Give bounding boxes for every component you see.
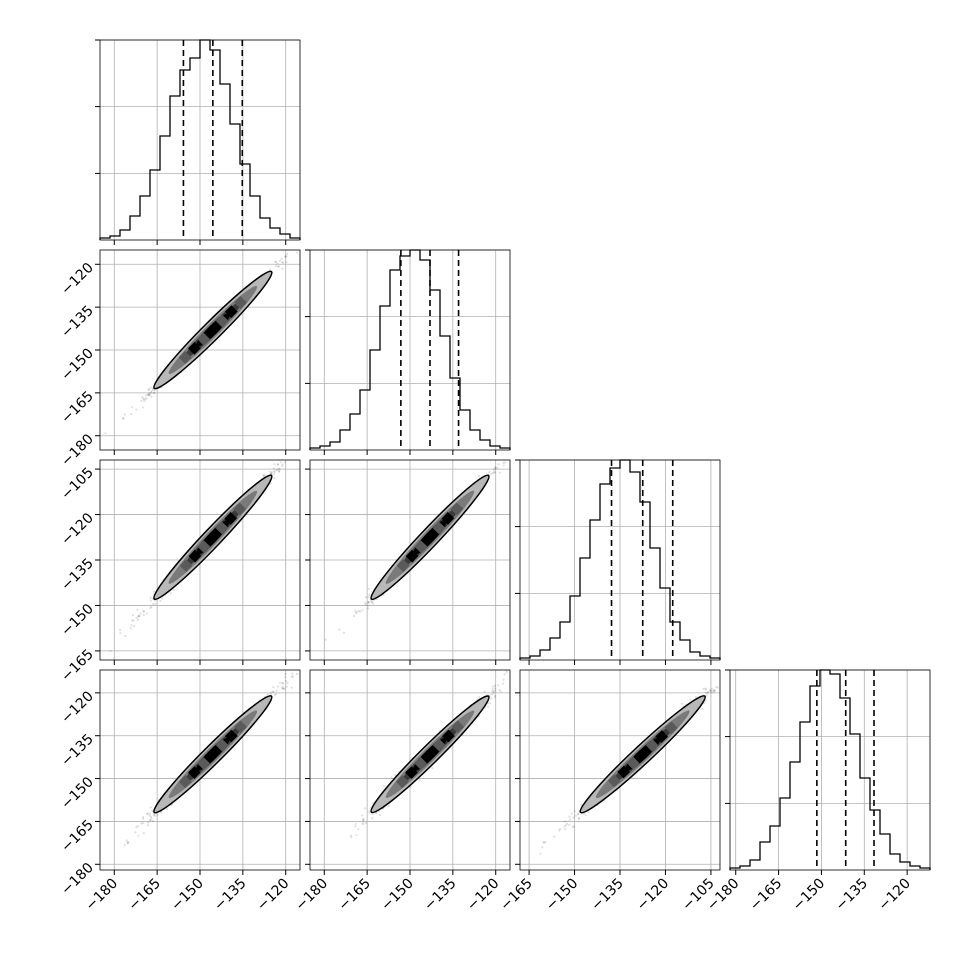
x-tick-label: −150 [168,876,207,915]
density-ellipse-2-1 [370,474,490,601]
x-tick-label: −150 [790,876,829,915]
x-tick-label: −120 [464,876,503,915]
density-ellipse-2-0 [153,474,273,601]
x-tick-label: −165 [497,876,536,915]
x-tick-label: −165 [335,876,374,915]
x-tick-label: −165 [747,876,786,915]
x-tick-label: −135 [211,876,250,915]
x-tick-label: −135 [588,876,627,915]
y-tick-label: −120 [58,260,97,299]
x-tick-label: −150 [378,876,417,915]
x-tick-label: −135 [833,876,872,915]
y-tick-label: −180 [58,431,97,470]
histogram-2 [519,459,721,660]
x-tick-label: −120 [254,876,293,915]
density-ellipse-3-0 [153,695,273,814]
density-ellipse-1-0 [153,270,273,390]
x-tick-label: −150 [543,876,582,915]
y-tick-label: −105 [58,465,97,504]
density-ellipse-3-2 [579,695,706,814]
x-tick-label: −120 [634,876,673,915]
y-tick-label: −150 [58,601,97,640]
y-tick-label: −135 [58,731,97,770]
y-tick-label: −120 [58,688,97,727]
x-tick-label: −120 [875,876,914,915]
panel-diag-3 [729,669,931,871]
histogram-0 [99,39,301,240]
y-tick-label: −135 [58,303,97,342]
x-tick-label: −165 [125,876,164,915]
y-tick-label: −120 [58,510,97,549]
y-tick-label: −165 [58,817,97,856]
y-tick-label: −180 [58,860,97,899]
y-tick-label: −150 [58,346,97,385]
y-tick-label: −135 [58,556,97,595]
x-tick-label: −135 [421,876,460,915]
y-tick-label: −165 [58,388,97,427]
histogram-1 [309,249,511,450]
x-tick-label: −180 [293,876,332,915]
y-tick-label: −150 [58,774,97,813]
histogram-3 [729,669,931,870]
density-ellipse-3-1 [370,695,490,814]
x-tick-label: −180 [83,876,122,915]
y-tick-label: −165 [58,646,97,685]
